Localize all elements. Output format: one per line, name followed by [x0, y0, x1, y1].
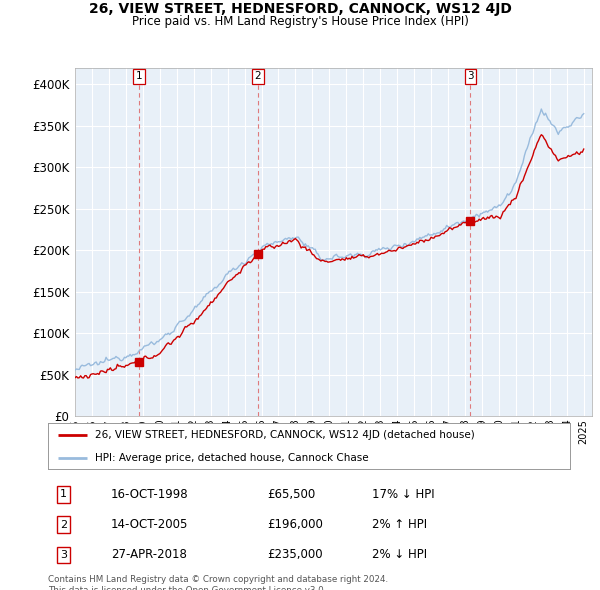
Text: £196,000: £196,000	[267, 518, 323, 531]
Text: 3: 3	[60, 550, 67, 560]
Text: 3: 3	[467, 71, 474, 81]
Text: 14-OCT-2005: 14-OCT-2005	[110, 518, 188, 531]
Text: £65,500: £65,500	[267, 488, 316, 501]
Text: 2% ↓ HPI: 2% ↓ HPI	[371, 548, 427, 561]
Text: 2: 2	[60, 520, 67, 530]
Text: £235,000: £235,000	[267, 548, 323, 561]
Text: Contains HM Land Registry data © Crown copyright and database right 2024.
This d: Contains HM Land Registry data © Crown c…	[48, 575, 388, 590]
Text: 27-APR-2018: 27-APR-2018	[110, 548, 187, 561]
Text: 26, VIEW STREET, HEDNESFORD, CANNOCK, WS12 4JD (detached house): 26, VIEW STREET, HEDNESFORD, CANNOCK, WS…	[95, 431, 475, 441]
Text: 1: 1	[136, 71, 143, 81]
Text: Price paid vs. HM Land Registry's House Price Index (HPI): Price paid vs. HM Land Registry's House …	[131, 15, 469, 28]
Text: HPI: Average price, detached house, Cannock Chase: HPI: Average price, detached house, Cann…	[95, 453, 368, 463]
Text: 17% ↓ HPI: 17% ↓ HPI	[371, 488, 434, 501]
Text: 2% ↑ HPI: 2% ↑ HPI	[371, 518, 427, 531]
Text: 2: 2	[254, 71, 261, 81]
Text: 26, VIEW STREET, HEDNESFORD, CANNOCK, WS12 4JD: 26, VIEW STREET, HEDNESFORD, CANNOCK, WS…	[89, 2, 511, 16]
Text: 1: 1	[60, 490, 67, 499]
Text: 16-OCT-1998: 16-OCT-1998	[110, 488, 188, 501]
